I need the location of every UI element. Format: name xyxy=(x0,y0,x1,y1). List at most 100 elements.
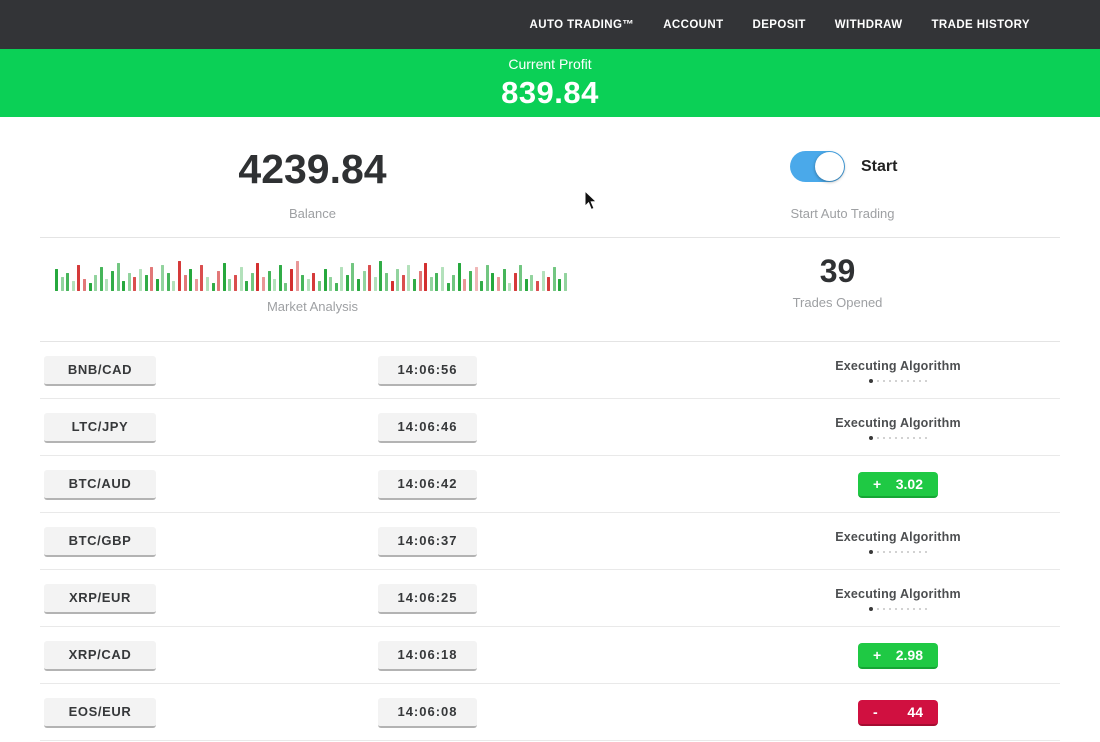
balance-label: Balance xyxy=(289,206,336,221)
trade-status: Executing Algorithm xyxy=(773,342,1023,399)
progress-dots xyxy=(869,549,927,554)
trade-status: +3.02 xyxy=(773,456,1023,513)
market-bar xyxy=(541,271,545,291)
market-bar xyxy=(301,275,305,291)
pair-badge[interactable]: XRP/CAD xyxy=(44,640,156,671)
market-bar xyxy=(357,279,361,291)
market-bar xyxy=(239,267,243,291)
start-auto-trading-caption: Start Auto Trading xyxy=(790,206,895,221)
top-navigation: AUTO TRADING™ ACCOUNT DEPOSIT WITHDRAW TRADE… xyxy=(0,0,1100,49)
trade-row: BTC/AUD 14:06:42 +3.02 xyxy=(0,456,1100,513)
market-bar xyxy=(496,277,500,291)
trade-row: LTC/JPY 14:06:46 Executing Algorithm xyxy=(0,399,1100,456)
toggle-knob xyxy=(815,152,844,181)
balance-value: 4239.84 xyxy=(238,146,387,192)
progress-dots xyxy=(869,435,927,440)
pair-badge[interactable]: EOS/EUR xyxy=(44,697,156,728)
market-bar xyxy=(172,281,176,291)
result-sign: + xyxy=(873,646,882,663)
auto-trading-toggle-group: Start xyxy=(790,151,897,182)
market-bar xyxy=(94,275,98,291)
market-bar xyxy=(82,279,86,291)
market-bar xyxy=(250,273,254,291)
nav-item[interactable]: WITHDRAW xyxy=(834,18,903,31)
market-bar xyxy=(122,281,126,291)
trade-row: BNB/CAD 14:06:56 Executing Algorithm xyxy=(0,342,1100,399)
nav-item[interactable]: AUTO TRADING™ xyxy=(529,18,635,31)
pair-badge[interactable]: XRP/EUR xyxy=(44,583,156,614)
trade-row: EOS/EUR 14:06:08 - 44 xyxy=(0,684,1100,741)
pair-badge[interactable]: LTC/JPY xyxy=(44,412,156,443)
result-sign: - xyxy=(873,703,878,720)
market-bar xyxy=(105,279,109,291)
market-bar xyxy=(306,279,310,291)
market-bar xyxy=(385,273,389,291)
market-bar xyxy=(440,267,444,291)
market-bar xyxy=(485,265,489,291)
pair-badge[interactable]: BTC/GBP xyxy=(44,526,156,557)
market-bar xyxy=(127,273,131,291)
market-bar xyxy=(178,261,182,291)
market-bar xyxy=(166,273,170,291)
mouse-cursor xyxy=(584,190,598,211)
market-bar xyxy=(312,273,316,291)
pair-badge[interactable]: BTC/AUD xyxy=(44,469,156,500)
market-bar xyxy=(256,263,260,291)
market-bar xyxy=(206,277,210,291)
market-bar xyxy=(429,277,433,291)
market-bar xyxy=(424,263,428,291)
nav-item[interactable]: TRADE HISTORY xyxy=(931,18,1030,31)
current-profit-value: 839.84 xyxy=(501,74,599,110)
market-bar xyxy=(200,265,204,291)
market-bar xyxy=(513,273,517,291)
market-bar xyxy=(457,263,461,291)
trade-status: Executing Algorithm xyxy=(773,399,1023,456)
market-bar xyxy=(552,267,556,291)
market-bar xyxy=(519,265,523,291)
market-bar xyxy=(211,283,215,291)
market-bar xyxy=(144,275,148,291)
trade-status: - 44 xyxy=(773,684,1023,741)
section-divider xyxy=(40,237,1060,238)
market-bar xyxy=(491,273,495,291)
market-bar xyxy=(110,271,114,291)
time-badge: 14:06:08 xyxy=(378,697,477,728)
market-bar xyxy=(468,271,472,291)
executing-algorithm-label: Executing Algorithm xyxy=(835,529,961,544)
executing-algorithm-label: Executing Algorithm xyxy=(835,586,961,601)
time-badge: 14:06:42 xyxy=(378,469,477,500)
executing-algorithm-label: Executing Algorithm xyxy=(835,415,961,430)
market-bar xyxy=(88,283,92,291)
market-bar xyxy=(334,283,338,291)
market-bar xyxy=(116,263,120,291)
start-label: Start xyxy=(861,157,898,175)
loss-badge: - 44 xyxy=(858,699,938,726)
pair-badge[interactable]: BNB/CAD xyxy=(44,355,156,386)
market-bar xyxy=(452,275,456,291)
market-bar xyxy=(547,277,551,291)
market-bar xyxy=(396,269,400,291)
market-bar xyxy=(245,281,249,291)
market-bar xyxy=(228,279,232,291)
market-bar xyxy=(480,281,484,291)
start-toggle[interactable] xyxy=(790,151,845,182)
nav-item[interactable]: DEPOSIT xyxy=(752,18,806,31)
market-bar xyxy=(55,269,58,291)
market-bar xyxy=(463,279,467,291)
trade-status: Executing Algorithm xyxy=(773,513,1023,570)
market-bar xyxy=(362,271,366,291)
result-value: 44 xyxy=(907,703,923,720)
market-bar xyxy=(161,265,165,291)
market-bar xyxy=(407,265,411,291)
market-bar xyxy=(323,269,327,291)
market-bar xyxy=(133,277,137,291)
nav-item[interactable]: ACCOUNT xyxy=(663,18,724,31)
market-bar xyxy=(508,283,512,291)
market-bar xyxy=(189,269,193,291)
progress-dots xyxy=(869,606,927,611)
market-bar xyxy=(379,261,383,291)
market-bar xyxy=(317,281,321,291)
market-bar xyxy=(558,279,562,291)
time-badge: 14:06:46 xyxy=(378,412,477,443)
